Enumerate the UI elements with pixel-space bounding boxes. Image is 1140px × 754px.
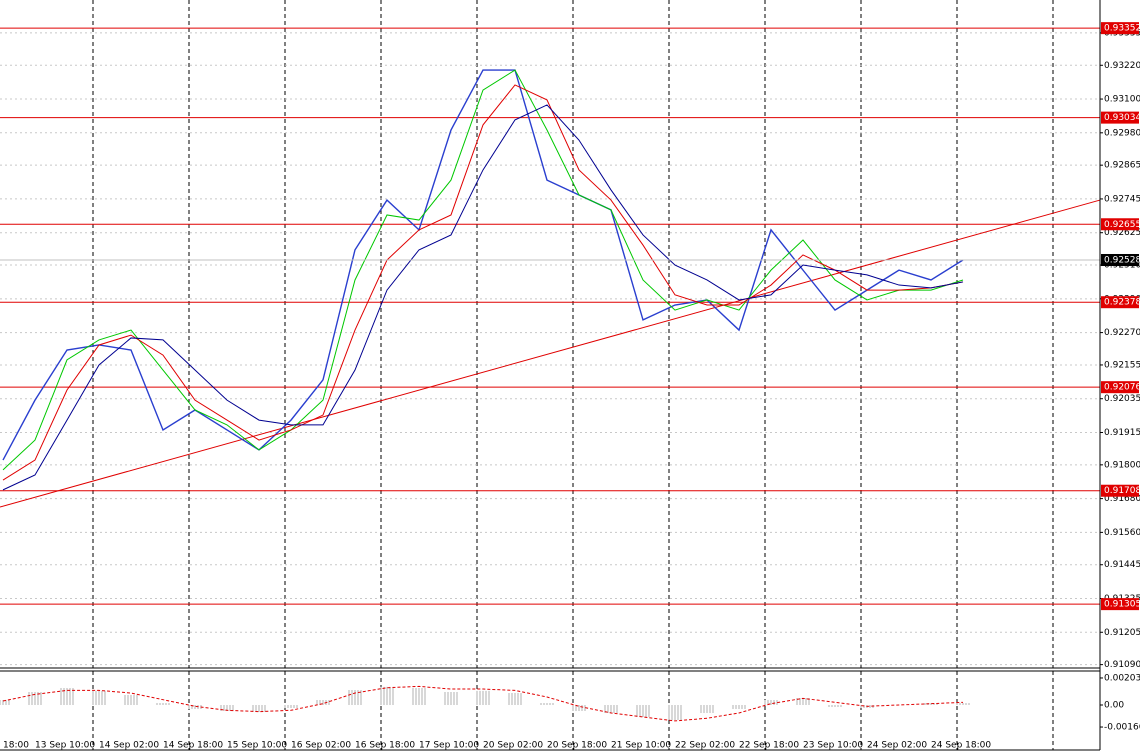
level-label: 0.92378: [1104, 298, 1140, 308]
moving-average: [2, 84, 964, 481]
y-tick-label: 0.91090: [1104, 660, 1140, 670]
level-label: 0.91305: [1104, 600, 1140, 610]
current-price-label: 0.92528: [1104, 255, 1140, 265]
y-tick-label: 0.91205: [1104, 628, 1140, 638]
x-tick-label: 23 Sep 10:00: [803, 741, 863, 751]
moving-average: [2, 104, 964, 491]
y-tick-label: 0.93220: [1104, 61, 1140, 71]
level-box: [1101, 484, 1139, 497]
signal-line: [2, 685, 964, 722]
current-price-box: [1101, 253, 1139, 266]
moving-average: [2, 69, 964, 471]
y-tick-label: 0.92865: [1104, 161, 1140, 171]
y-tick-label: 0.92625: [1104, 228, 1140, 238]
y-tick-label: 0.91445: [1104, 560, 1140, 570]
level-label: 0.92655: [1104, 220, 1140, 230]
x-tick-label: 13 Sep 10:00: [35, 741, 95, 751]
y-tick-label: 0.92035: [1104, 394, 1140, 404]
y-tick-label: 0.91560: [1104, 528, 1140, 538]
x-tick-label: 18:00: [3, 741, 29, 751]
x-tick-label: 16 Sep 18:00: [355, 741, 415, 751]
y-tick-label: 0.92745: [1104, 194, 1140, 204]
x-tick-label: 14 Sep 02:00: [99, 741, 159, 751]
x-tick-label: 22 Sep 02:00: [675, 741, 735, 751]
level-box: [1101, 381, 1139, 394]
level-box: [1101, 296, 1139, 309]
x-tick-label: 15 Sep 10:00: [227, 741, 287, 751]
y-tick-label: 0.92980: [1104, 128, 1140, 138]
y-tick-label: -0.00166: [1104, 723, 1140, 733]
x-tick-label: 16 Sep 02:00: [291, 741, 351, 751]
x-tick-label: 20 Sep 02:00: [483, 741, 543, 751]
level-label: 0.91708: [1104, 486, 1140, 496]
trendline: [0, 199, 1101, 508]
y-tick-label: 0.93100: [1104, 95, 1140, 105]
x-tick-label: 24 Sep 02:00: [867, 741, 927, 751]
y-tick-label: 0.92155: [1104, 360, 1140, 370]
x-tick-label: 14 Sep 18:00: [163, 741, 223, 751]
y-tick-label: 0.91800: [1104, 460, 1140, 470]
level-box: [1101, 111, 1139, 124]
y-tick-label: 0.00: [1104, 700, 1124, 710]
level-box: [1101, 22, 1139, 35]
y-tick-label: 0.91680: [1104, 494, 1140, 504]
y-tick-label: 0.002035: [1104, 673, 1140, 683]
x-tick-label: 21 Sep 10:00: [611, 741, 671, 751]
level-label: 0.93034: [1104, 113, 1140, 123]
level-label: 0.93352: [1104, 24, 1140, 34]
x-tick-label: 22 Sep 18:00: [739, 741, 799, 751]
level-box: [1101, 218, 1139, 231]
level-label: 0.92076: [1104, 383, 1140, 393]
y-tick-label: 0.92270: [1104, 328, 1140, 338]
y-tick-label: 0.91915: [1104, 428, 1140, 438]
x-tick-label: 17 Sep 10:00: [419, 741, 479, 751]
level-box: [1101, 598, 1139, 611]
price-line: [2, 69, 964, 461]
x-tick-label: 24 Sep 18:00: [931, 741, 991, 751]
x-tick-label: 20 Sep 18:00: [547, 741, 607, 751]
